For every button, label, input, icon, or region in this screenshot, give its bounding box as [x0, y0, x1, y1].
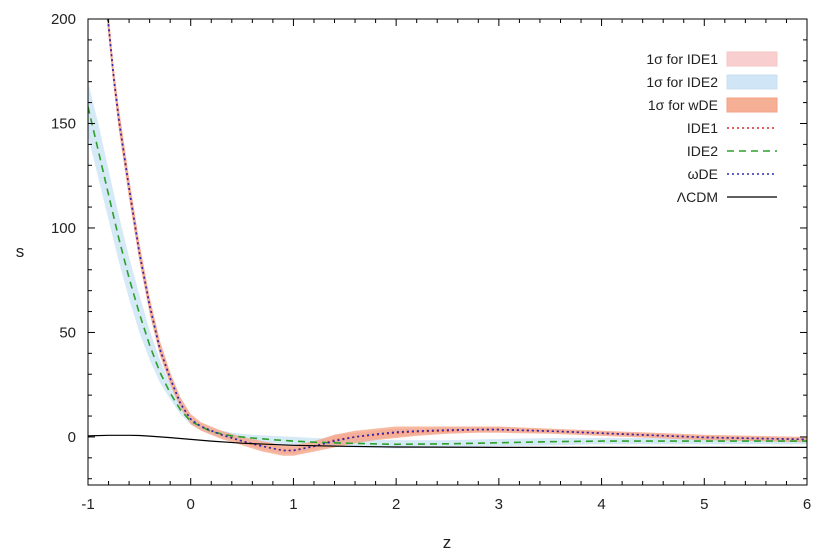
series-line-lambdacdm	[88, 434, 807, 448]
x-axis-label: z	[443, 533, 452, 552]
x-tick-label: 6	[803, 496, 811, 513]
series-line-ide2	[88, 106, 807, 446]
legend-label: 1σ for IDE2	[646, 74, 718, 90]
legend-item-lambdacdm: ΛCDM	[677, 189, 777, 205]
x-tick-label: 0	[187, 496, 195, 513]
x-tick-label: 1	[289, 496, 297, 513]
legend-swatch	[726, 74, 778, 90]
series-lines	[88, 19, 807, 452]
legend-swatch	[726, 51, 778, 67]
legend-item-ide1: IDE1	[687, 120, 777, 136]
legend-label: ωDE	[688, 166, 718, 182]
legend-label: IDE1	[687, 120, 718, 136]
legend-label: 1σ for wDE	[648, 97, 718, 113]
legend-label: ΛCDM	[677, 189, 718, 205]
plot-frame	[87, 18, 808, 486]
y-tick-labels: 0 50 100 150 200	[51, 11, 76, 446]
y-tick-label: 0	[68, 429, 76, 446]
legend: 1σ for IDE1 1σ for IDE2 1σ for wDE IDE1 IDE2…	[646, 51, 778, 205]
x-tick-label: 2	[392, 496, 400, 513]
legend-item-1sigma-for-wde: 1σ for wDE	[648, 97, 778, 113]
legend-label: IDE2	[687, 143, 718, 159]
legend-item-omegade: ωDE	[688, 166, 777, 182]
series-line-omegade	[107, 19, 807, 452]
y-tick-label: 100	[51, 220, 76, 237]
legend-swatch	[726, 97, 778, 113]
x-tick-labels: -1 0 1 2 3 4 5 6	[81, 496, 811, 513]
plot-background	[88, 19, 807, 485]
y-axis-label: s	[16, 242, 25, 261]
legend-item-ide2: IDE2	[687, 143, 777, 159]
legend-item-1sigma-for-ide1: 1σ for IDE1	[646, 51, 778, 67]
x-tick-label: 4	[597, 496, 605, 513]
x-tick-label: 3	[495, 496, 503, 513]
legend-item-1sigma-for-ide2: 1σ for IDE2	[646, 74, 778, 90]
x-tick-label: -1	[81, 496, 94, 513]
y-tick-label: 200	[51, 11, 76, 28]
legend-label: 1σ for IDE1	[646, 51, 718, 67]
x-tick-label: 5	[700, 496, 708, 513]
axis-ticks	[87, 18, 808, 485]
y-tick-label: 50	[59, 324, 76, 341]
y-tick-label: 150	[51, 115, 76, 132]
